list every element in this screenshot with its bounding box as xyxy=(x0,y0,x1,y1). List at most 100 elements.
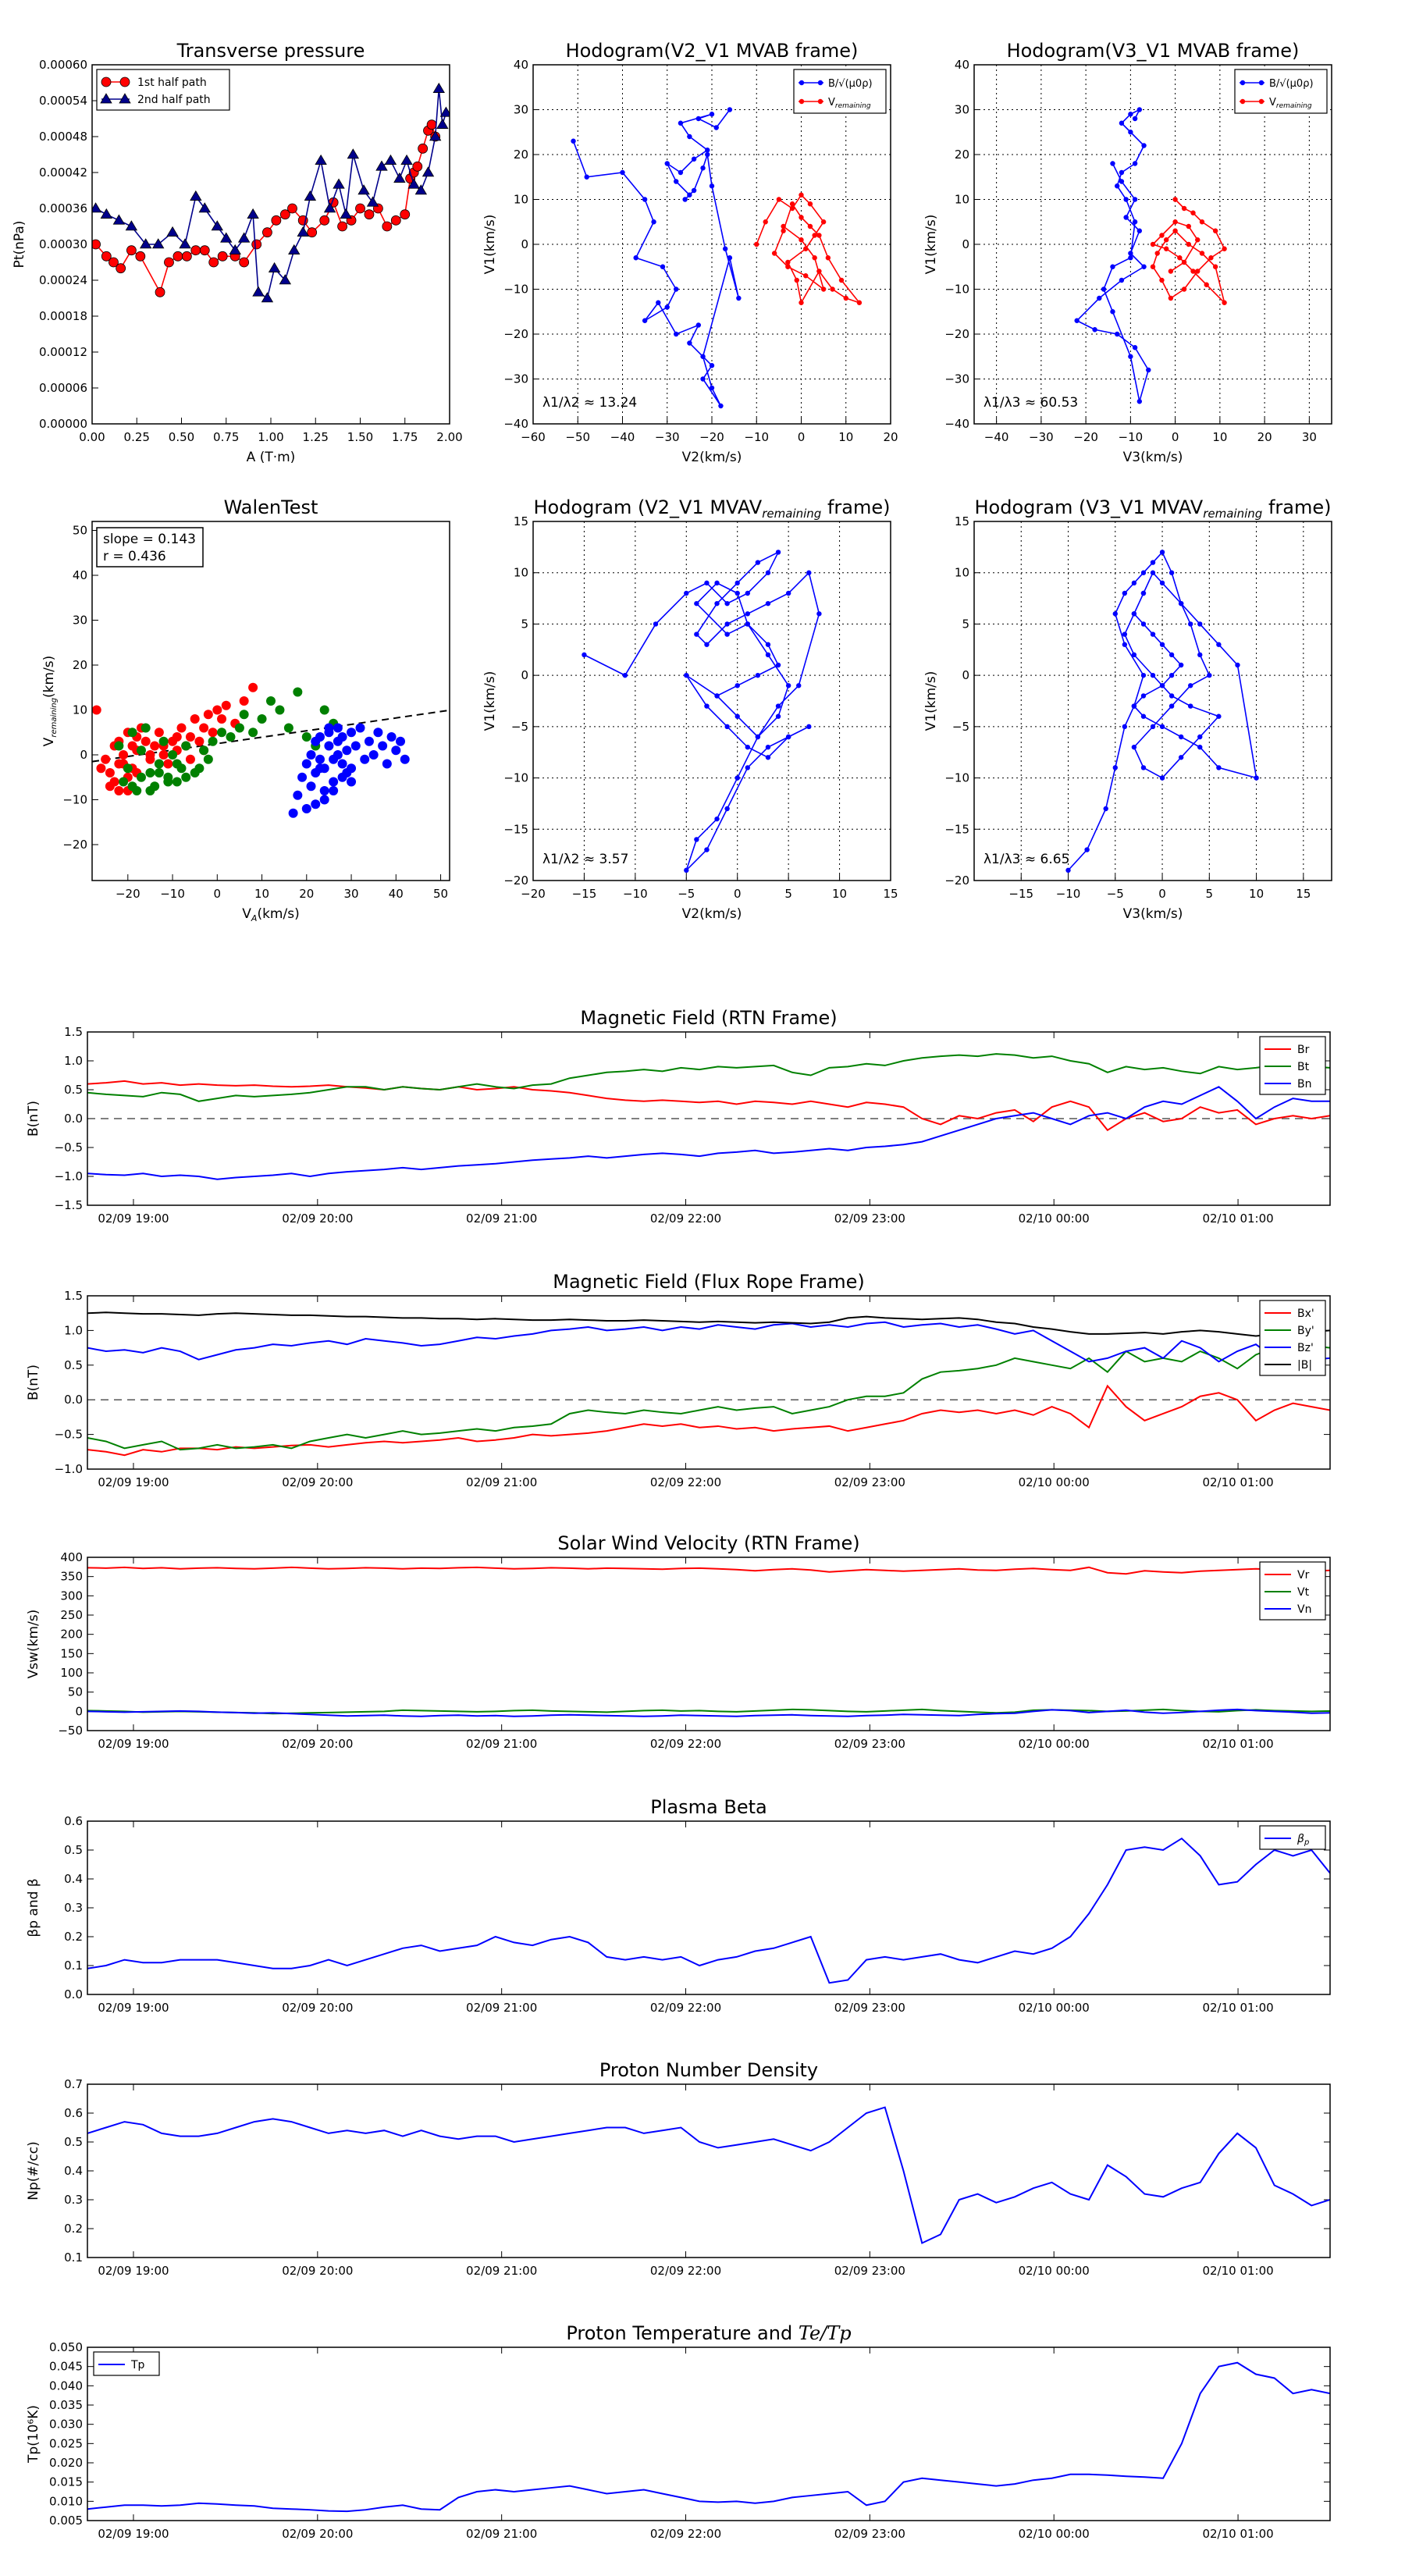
data-point xyxy=(694,632,699,637)
data-point xyxy=(642,318,648,323)
panel-np: Proton Number Density 0.1 0.2 0.3 0.4 0.5 0.6 0… xyxy=(26,2059,1331,2278)
legend-marker xyxy=(1240,80,1246,86)
x-tick-label: −15 xyxy=(1008,887,1033,901)
data-point xyxy=(838,277,845,283)
legend-marker xyxy=(101,76,112,87)
x-tick-label: −10 xyxy=(160,887,185,901)
x-tick-label: 02/09 23:00 xyxy=(834,2001,905,2015)
data-point xyxy=(709,385,715,391)
y-tick-label: −20 xyxy=(944,327,969,341)
data-point xyxy=(342,745,352,756)
chart-title: Proton Number Density xyxy=(599,2059,818,2081)
data-point xyxy=(1195,269,1200,274)
data-point xyxy=(315,154,327,165)
data-point xyxy=(422,166,435,177)
data-point xyxy=(1140,713,1147,719)
stats-box xyxy=(96,527,204,568)
y-tick-label: 0.5 xyxy=(64,1083,83,1097)
y-axis-label: V1(km/s) xyxy=(482,215,498,275)
data-point xyxy=(145,750,155,760)
data-point xyxy=(807,201,813,207)
data-point xyxy=(172,777,182,787)
y-axis-label: Vremaining(km/s) xyxy=(41,656,59,747)
data-point xyxy=(1150,264,1156,269)
data-point xyxy=(297,226,309,237)
y-tick-label: 0.6 xyxy=(64,2106,83,2120)
y-tick-label: −0.5 xyxy=(55,1140,83,1155)
x-tick-label: 20 xyxy=(299,887,314,901)
data-point xyxy=(775,703,781,709)
x-tick-label: 02/10 00:00 xyxy=(1019,1737,1090,1751)
data-layer xyxy=(87,1837,1330,1984)
y-tick-label: −15 xyxy=(944,822,969,836)
series-line-Tp xyxy=(87,2361,1330,2513)
legend-label: By' xyxy=(1297,1325,1314,1337)
x-tick-label: 0.25 xyxy=(124,430,150,444)
data-point xyxy=(735,590,740,596)
data-point xyxy=(1199,251,1205,256)
data-point xyxy=(1216,642,1222,647)
data-point xyxy=(150,741,160,751)
y-tick-label: 300 xyxy=(60,1589,83,1603)
eigen-ratio-annotation: λ1/λ2 ≈ 13.24 xyxy=(542,395,637,411)
chart-title: Hodogram (V2_V1 MVAVremaining frame) xyxy=(534,496,891,521)
data-point xyxy=(1197,621,1203,627)
y-axis-label: βp and β xyxy=(26,1878,41,1937)
data-point xyxy=(735,775,740,781)
data-point xyxy=(776,197,782,202)
data-point xyxy=(364,736,374,746)
data-point xyxy=(755,560,761,565)
data-point xyxy=(168,750,178,760)
x-tick-label: 02/10 01:00 xyxy=(1202,2001,1273,2015)
data-point xyxy=(279,209,290,220)
legend-label: Vremaining xyxy=(1269,97,1312,110)
x-tick-label: 0 xyxy=(214,887,222,901)
plot-frame xyxy=(87,1820,1331,1995)
data-point xyxy=(100,208,113,219)
panel-beta: Plasma Beta 0.0 0.1 0.2 0.3 0.4 0.5 0.6 02/09 19… xyxy=(26,1796,1331,2015)
x-tick-label: 02/09 22:00 xyxy=(650,2001,721,2015)
plot-area xyxy=(87,1557,1330,1731)
data-point xyxy=(1132,116,1138,122)
data-point xyxy=(736,295,742,301)
y-tick-label: 0.030 xyxy=(49,2418,83,2432)
data-point xyxy=(691,187,697,194)
y-tick-label: −10 xyxy=(944,283,969,297)
data-point xyxy=(279,274,292,285)
data-point xyxy=(1188,621,1193,627)
legend-label: Tp xyxy=(130,2359,145,2371)
data-point xyxy=(724,806,730,812)
chart-title: Transverse pressure xyxy=(176,40,365,62)
y-tick-label: 0 xyxy=(521,668,528,682)
data-point xyxy=(745,611,750,617)
data-point xyxy=(674,331,679,337)
y-tick-label: 15 xyxy=(514,514,528,528)
y-tick-label: 150 xyxy=(60,1646,83,1660)
data-point xyxy=(775,662,781,668)
y-tick-label: −40 xyxy=(503,417,528,431)
y-tick-label: 30 xyxy=(514,103,528,117)
data-point xyxy=(412,161,423,172)
x-tick-label: −50 xyxy=(565,430,590,444)
y-tick-label: −5 xyxy=(511,720,528,734)
data-point xyxy=(714,816,720,822)
x-tick-label: 1.25 xyxy=(303,430,329,444)
x-tick-label: 1.00 xyxy=(258,430,283,444)
eigen-ratio-annotation: λ1/λ3 ≈ 60.53 xyxy=(984,395,1078,411)
data-point xyxy=(1132,219,1138,225)
data-point xyxy=(1103,806,1108,812)
data-point xyxy=(687,133,692,140)
series-line-|B| xyxy=(87,1311,1330,1337)
y-tick-label: 0.00012 xyxy=(39,345,87,359)
plot-area xyxy=(87,1821,1330,1994)
y-tick-label: −10 xyxy=(503,771,528,785)
data-point xyxy=(108,257,119,268)
x-tick-label: −15 xyxy=(572,887,597,901)
plot-frame xyxy=(87,1031,1331,1206)
y-tick-label: −5 xyxy=(952,720,969,734)
x-tick-label: 02/09 22:00 xyxy=(650,2527,721,2541)
data-point xyxy=(1150,570,1156,575)
data-point xyxy=(785,683,791,688)
data-point xyxy=(198,202,211,213)
data-point xyxy=(582,652,587,658)
